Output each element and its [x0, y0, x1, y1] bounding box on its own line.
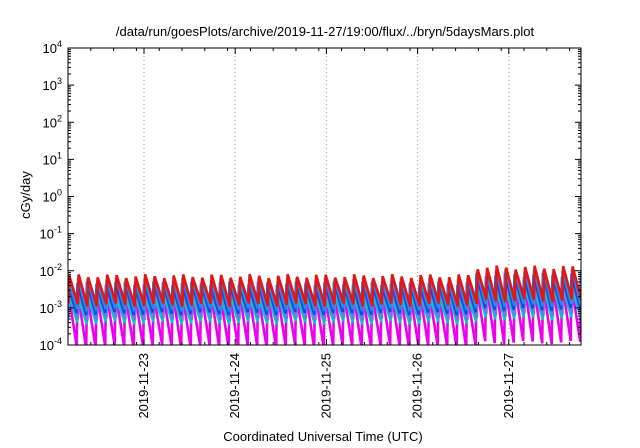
y-axis-label: cGy/day	[18, 171, 33, 219]
y-tick-label: 104	[43, 39, 62, 56]
y-tick-label: 10-1	[40, 225, 62, 242]
y-tick-label: 10-3	[40, 299, 62, 316]
y-tick-label: 10-4	[40, 336, 62, 353]
x-tick-label: 2019-11-27	[501, 353, 516, 419]
y-tick-label: 101	[43, 150, 62, 167]
y-tick-label: 102	[43, 113, 62, 130]
grid	[143, 48, 510, 345]
y-tick-label: 10-2	[40, 262, 62, 279]
x-axis-label: Coordinated Universal Time (UTC)	[223, 429, 422, 444]
y-tick-label: 103	[43, 76, 62, 93]
series-group	[68, 265, 581, 345]
x-tick-label: 2019-11-25	[318, 353, 333, 419]
chart-title: /data/run/goesPlots/archive/2019-11-27/1…	[116, 24, 535, 39]
x-tick-label: 2019-11-23	[136, 353, 151, 419]
y-tick-label: 100	[43, 188, 62, 205]
series-line	[68, 265, 581, 307]
x-tick-label: 2019-11-26	[410, 353, 425, 419]
x-tick-label: 2019-11-24	[227, 353, 242, 419]
y-ticks: 10-4 10-3 10-2 10-1 100 101 102 103 104	[40, 39, 581, 353]
x-ticks: 2019-11-23 2019-11-24 2019-11-25 2019-11-26…	[67, 48, 571, 419]
